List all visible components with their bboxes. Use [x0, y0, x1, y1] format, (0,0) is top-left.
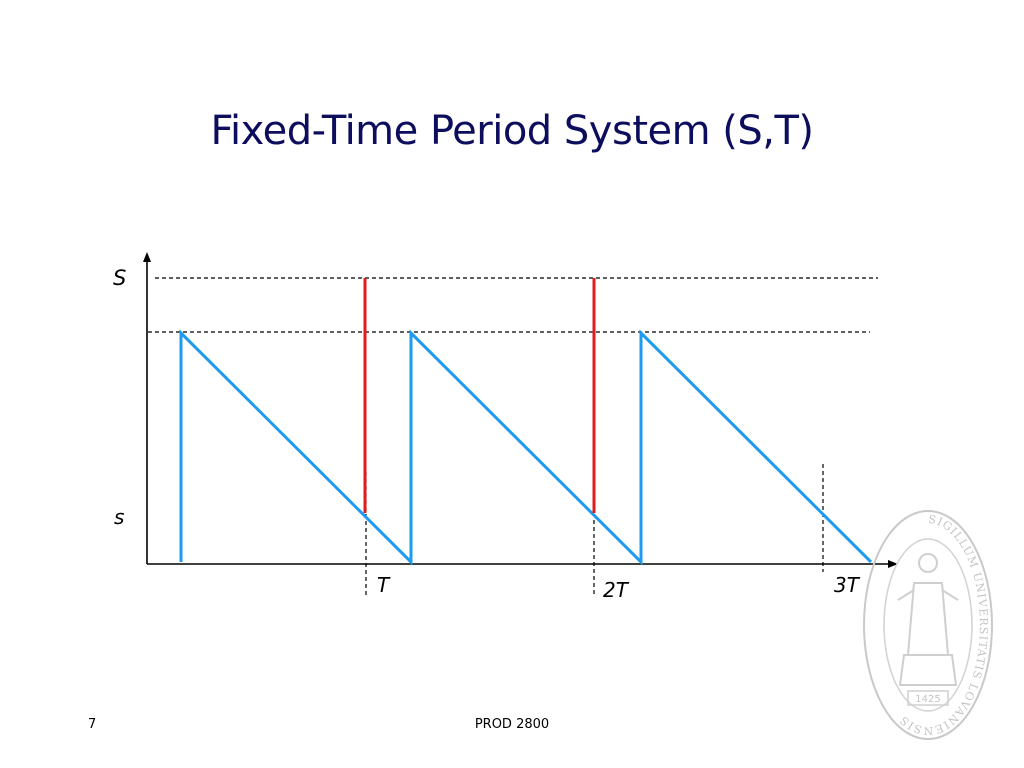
x-label-t: T: [377, 573, 391, 597]
y-label-upper: S: [113, 266, 126, 290]
x-axis-arrow-icon: [888, 560, 898, 568]
y-label-lower: s: [114, 505, 124, 529]
y-axis-arrow-icon: [143, 252, 151, 262]
slide-title: Fixed-Time Period System (S,T): [210, 108, 814, 154]
page-number: 7: [88, 717, 97, 732]
x-label-2t: 2T: [603, 578, 630, 602]
x-label-3t: 3T: [834, 573, 861, 597]
inventory-level-line: [179, 329, 873, 566]
university-seal-watermark: SIGILLUM UNIVERSITATIS LOVANIENSIS 1425: [863, 510, 993, 740]
course-code: PROD 2800: [474, 717, 550, 732]
seal-year: 1425: [915, 694, 940, 705]
